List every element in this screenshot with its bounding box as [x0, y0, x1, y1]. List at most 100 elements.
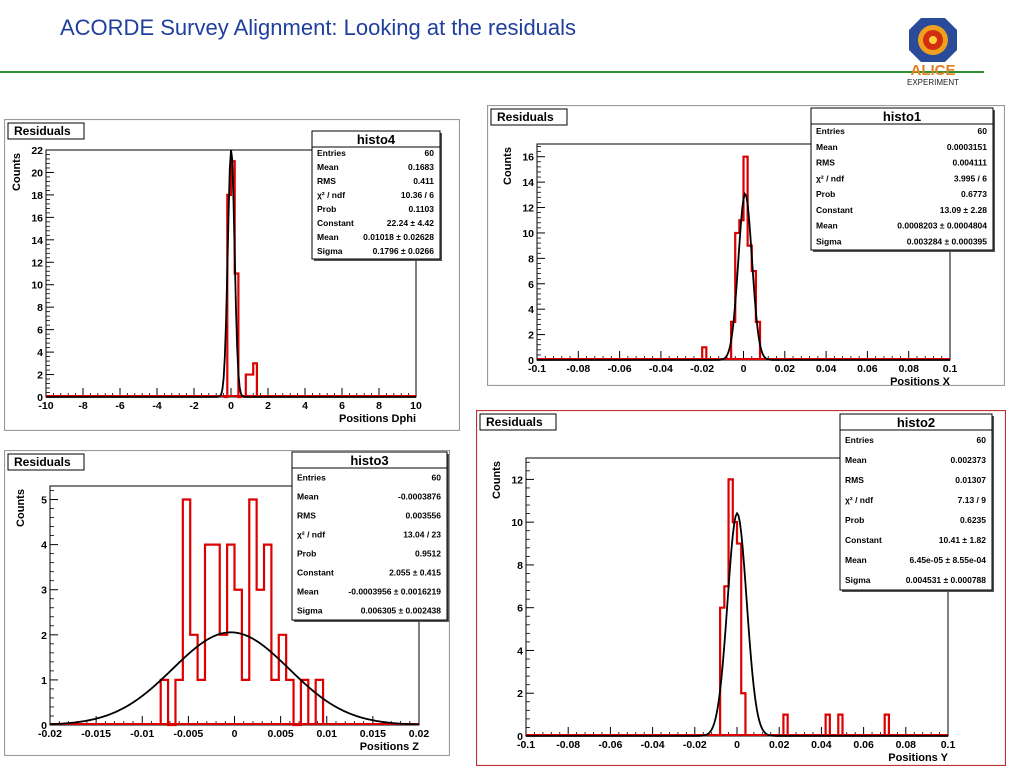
stats-value: 0.003284 ± 0.000395: [907, 236, 988, 246]
y-tick-label: 0: [528, 355, 534, 367]
y-tick-label: 0: [41, 720, 47, 732]
x-tick-label: -0.1: [528, 363, 546, 375]
stats-key: Mean: [317, 162, 339, 172]
y-tick-label: 8: [37, 302, 43, 314]
x-tick-label: 0: [734, 739, 740, 751]
x-tick-label: -2: [189, 400, 198, 412]
x-axis-label: Positions Z: [360, 741, 420, 753]
stats-key: Constant: [845, 535, 882, 545]
x-tick-label: 0.02: [775, 363, 796, 375]
stats-key: Mean: [297, 491, 319, 501]
logo-subtext: EXPERIMENT: [907, 78, 959, 86]
stats-key: Mean: [816, 142, 838, 152]
stats-box: histo3 Entries 60 Mean -0.0003876 RMS 0.003556…: [291, 451, 449, 622]
x-tick-label: 0.1: [943, 363, 958, 375]
y-tick-label: 4: [41, 540, 47, 552]
chart-title: Residuals: [14, 124, 71, 138]
y-tick-label: 12: [31, 257, 43, 269]
stats-name: histo1: [883, 109, 921, 124]
y-tick-label: 12: [511, 474, 523, 486]
x-tick-label: -0.06: [598, 739, 622, 751]
x-tick-label: 0.06: [853, 739, 874, 751]
y-tick-label: 14: [522, 177, 534, 189]
alice-logo: ALICE EXPERIMENT: [907, 18, 959, 86]
stats-value: 10.36 / 6: [401, 190, 434, 200]
x-tick-label: -0.015: [81, 728, 111, 740]
stats-key: Entries: [845, 435, 874, 445]
x-axis-label: Positions Y: [888, 752, 948, 764]
stats-value: 0.6773: [961, 189, 987, 199]
stats-key: Sigma: [845, 575, 871, 585]
stats-value: 60: [978, 126, 988, 136]
stats-value: 13.09 ± 2.28: [940, 205, 987, 215]
stats-key: Mean: [297, 586, 319, 596]
chart-title: Residuals: [497, 110, 554, 124]
stats-key: χ² / ndf: [297, 529, 325, 539]
stats-key: Entries: [816, 126, 845, 136]
stats-value: 0.0003151: [947, 142, 987, 152]
gaussian-fit-curve: [49, 631, 420, 726]
stats-key: Constant: [297, 567, 334, 577]
stats-value: 0.0008203 ± 0.0004804: [897, 221, 987, 231]
slide-title: ACORDE Survey Alignment: Looking at the …: [60, 15, 577, 40]
y-tick-label: 0: [37, 392, 43, 404]
x-tick-label: 0.08: [896, 739, 917, 751]
stats-box: histo4 Entries 60 Mean 0.1683 RMS 0.411 χ² / nd…: [311, 130, 442, 261]
stats-value: 0.1796 ± 0.0266: [373, 246, 435, 256]
stats-key: χ² / ndf: [845, 495, 873, 505]
stats-value: 7.13 / 9: [958, 495, 987, 505]
y-tick-label: 20: [31, 167, 43, 179]
x-tick-label: 10: [410, 400, 422, 412]
stats-value: 22.24 ± 4.42: [387, 218, 434, 228]
y-tick-label: 6: [37, 325, 43, 337]
x-tick-label: 0: [741, 363, 747, 375]
y-tick-label: 8: [517, 560, 523, 572]
x-tick-label: 0.02: [409, 728, 430, 740]
y-tick-label: 10: [31, 280, 43, 292]
stats-value: -0.0003956 ± 0.0016219: [348, 586, 441, 596]
stats-key: Constant: [816, 205, 853, 215]
stats-name: histo4: [357, 132, 396, 147]
stats-key: Sigma: [816, 236, 842, 246]
y-tick-label: 10: [511, 517, 523, 529]
y-tick-label: 2: [517, 688, 523, 700]
x-tick-label: -6: [115, 400, 124, 412]
y-tick-label: 6: [528, 279, 534, 291]
gaussian-fit-curve: [537, 191, 950, 361]
y-tick-label: 3: [41, 585, 47, 597]
x-tick-label: -0.02: [683, 739, 707, 751]
chart-panel-histo1: Residuals Counts Positions X -0.1 -0.08 -0.06…: [487, 105, 1005, 386]
stats-name: histo2: [897, 415, 935, 430]
chart-title-box: [490, 108, 568, 126]
stats-value: 10.41 ± 1.82: [939, 535, 986, 545]
stats-key: RMS: [317, 176, 336, 186]
chart-title-box: [7, 122, 85, 140]
x-tick-label: -8: [78, 400, 87, 412]
histogram: [159, 498, 325, 727]
x-tick-label: -4: [152, 400, 161, 412]
stats-value: 13.04 / 23: [403, 529, 441, 539]
histogram: [701, 155, 762, 360]
stats-value: 6.45e-05 ± 8.55e-04: [910, 555, 987, 565]
histogram-outline: [701, 155, 762, 360]
stats-key: Mean: [845, 555, 867, 565]
x-tick-label: 6: [339, 400, 345, 412]
stats-key: Entries: [297, 472, 326, 482]
x-tick-label: 0: [232, 728, 238, 740]
x-tick-label: -0.02: [690, 363, 714, 375]
stats-value: 0.004111: [952, 158, 987, 168]
chart-panel-histo2: Residuals Counts Positions Y -0.1 -0.08 -0.06…: [476, 410, 1006, 766]
stats-key: RMS: [297, 510, 316, 520]
y-axis-label: Counts: [15, 489, 27, 527]
x-tick-label: 0.06: [857, 363, 878, 375]
stats-value: 0.003556: [406, 510, 442, 520]
x-tick-label: 0.04: [811, 739, 832, 751]
stats-value: 0.01307: [955, 475, 986, 485]
stats-value: 3.995 / 6: [954, 173, 987, 183]
y-tick-label: 4: [517, 645, 523, 657]
y-tick-label: 2: [37, 370, 43, 382]
x-tick-label: -0.04: [649, 363, 673, 375]
stats-key: Mean: [845, 455, 867, 465]
stats-key: Mean: [816, 221, 838, 231]
